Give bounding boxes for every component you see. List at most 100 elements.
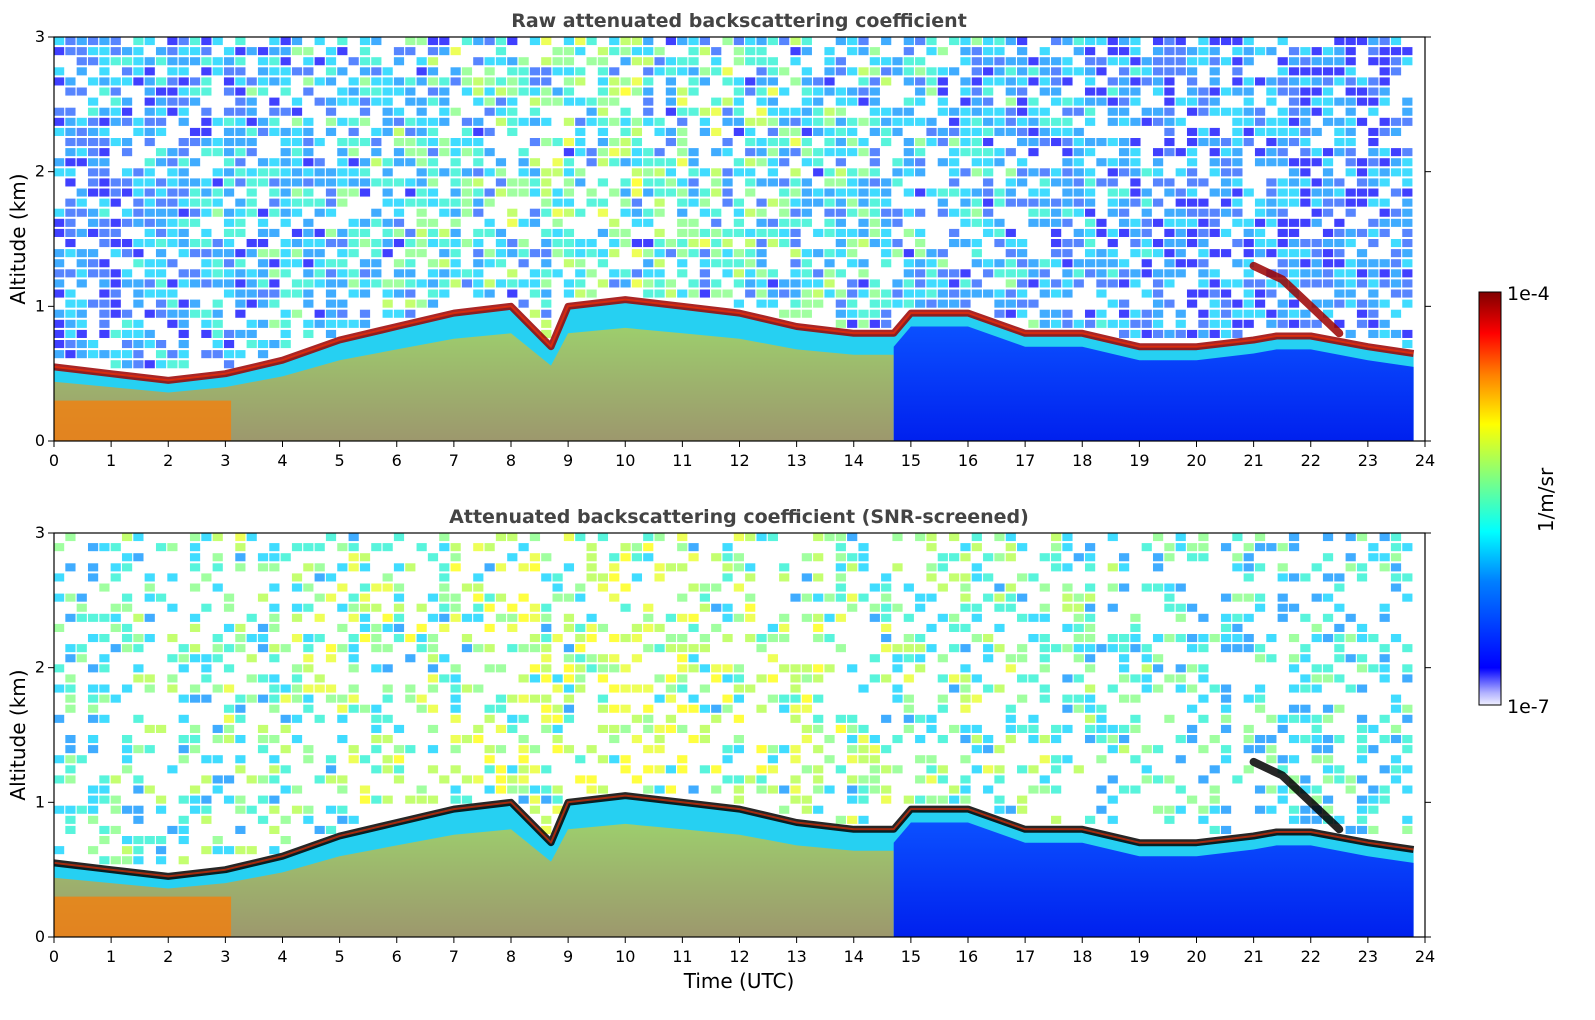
noise-cell bbox=[1028, 724, 1039, 733]
noise-cell bbox=[473, 684, 484, 693]
noise-cell bbox=[1402, 218, 1413, 227]
noise-cell bbox=[461, 239, 473, 248]
noise-cell bbox=[869, 198, 880, 207]
noise-cell bbox=[541, 309, 552, 318]
noise-cell bbox=[201, 805, 212, 814]
noise-cell bbox=[1005, 603, 1016, 612]
noise-cell bbox=[235, 563, 246, 572]
noise-cell bbox=[246, 47, 257, 56]
noise-cell bbox=[915, 775, 926, 784]
noise-cell bbox=[881, 117, 892, 126]
noise-cell bbox=[371, 795, 382, 804]
noise-cell bbox=[1130, 755, 1141, 764]
noise-cell bbox=[835, 269, 846, 278]
noise-cell bbox=[1311, 107, 1322, 116]
noise-cell bbox=[473, 775, 484, 784]
noise-cell bbox=[1107, 47, 1118, 56]
noise-cell bbox=[1288, 158, 1300, 167]
noise-cell bbox=[994, 188, 1005, 197]
noise-cell bbox=[541, 269, 552, 278]
noise-cell bbox=[473, 239, 484, 248]
noise-cell bbox=[915, 279, 926, 288]
noise-cell bbox=[1243, 269, 1254, 278]
noise-cell bbox=[881, 289, 892, 298]
noise-cell bbox=[1254, 694, 1266, 703]
noise-cell bbox=[915, 148, 926, 157]
noise-cell bbox=[597, 77, 609, 86]
noise-cell bbox=[1198, 228, 1209, 237]
noise-cell bbox=[654, 47, 665, 56]
noise-cell bbox=[994, 228, 1005, 237]
noise-cell bbox=[484, 765, 495, 774]
noise-cell bbox=[303, 218, 314, 227]
noise-cell bbox=[1096, 714, 1107, 723]
noise-cell bbox=[1119, 654, 1130, 663]
noise-cell bbox=[1073, 613, 1084, 622]
noise-cell bbox=[903, 714, 914, 723]
noise-cell bbox=[892, 644, 903, 653]
noise-cell bbox=[801, 765, 812, 774]
noise-cell bbox=[1119, 563, 1130, 572]
noise-cell bbox=[563, 208, 575, 217]
noise-cell bbox=[291, 138, 303, 147]
noise-cell bbox=[201, 674, 212, 683]
noise-cell bbox=[269, 694, 280, 703]
noise-cell bbox=[869, 208, 880, 217]
noise-cell bbox=[1311, 755, 1322, 764]
noise-cell bbox=[439, 543, 450, 552]
noise-cell bbox=[201, 329, 212, 338]
noise-cell bbox=[291, 188, 303, 197]
noise-cell bbox=[1085, 593, 1096, 602]
noise-cell bbox=[1085, 148, 1096, 157]
noise-cell bbox=[1062, 603, 1073, 612]
noise-cell bbox=[1130, 47, 1141, 56]
noise-cell bbox=[405, 795, 416, 804]
noise-cell bbox=[1300, 117, 1311, 126]
noise-cell bbox=[1062, 158, 1073, 167]
noise-cell bbox=[983, 57, 994, 66]
noise-cell bbox=[303, 279, 314, 288]
noise-cell bbox=[325, 533, 337, 542]
noise-cell bbox=[393, 563, 405, 572]
noise-cell bbox=[892, 67, 903, 76]
noise-cell bbox=[1130, 613, 1141, 622]
noise-cell bbox=[99, 188, 110, 197]
noise-cell bbox=[87, 178, 99, 187]
noise-cell bbox=[1254, 785, 1266, 794]
noise-cell bbox=[133, 836, 144, 845]
noise-cell bbox=[99, 694, 110, 703]
noise-cell bbox=[654, 735, 665, 744]
noise-cell bbox=[960, 127, 971, 136]
noise-cell bbox=[65, 825, 76, 834]
noise-cell bbox=[235, 178, 246, 187]
noise-cell bbox=[1062, 37, 1073, 46]
noise-cell bbox=[881, 67, 892, 76]
noise-cell bbox=[1345, 87, 1356, 96]
noise-cell bbox=[416, 37, 427, 46]
noise-cell bbox=[983, 593, 994, 602]
noise-cell bbox=[1119, 117, 1130, 126]
noise-cell bbox=[654, 259, 665, 268]
noise-cell bbox=[382, 543, 393, 552]
noise-cell bbox=[733, 37, 744, 46]
noise-cell bbox=[609, 755, 620, 764]
noise-cell bbox=[869, 218, 880, 227]
noise-cell bbox=[291, 603, 303, 612]
noise-cell bbox=[847, 127, 858, 136]
noise-cell bbox=[133, 815, 144, 824]
noise-cell bbox=[269, 805, 280, 814]
noise-cell bbox=[280, 77, 291, 86]
noise-cell bbox=[1039, 269, 1050, 278]
noise-cell bbox=[371, 178, 382, 187]
noise-cell bbox=[801, 259, 812, 268]
noise-cell bbox=[1209, 309, 1220, 318]
noise-cell bbox=[269, 228, 280, 237]
noise-cell bbox=[257, 269, 269, 278]
noise-cell bbox=[541, 724, 552, 733]
x-tick-label: 3 bbox=[220, 947, 230, 966]
noise-cell bbox=[87, 795, 99, 804]
noise-cell bbox=[484, 188, 495, 197]
noise-cell bbox=[371, 87, 382, 96]
noise-cell bbox=[1368, 37, 1379, 46]
noise-cell bbox=[541, 815, 552, 824]
